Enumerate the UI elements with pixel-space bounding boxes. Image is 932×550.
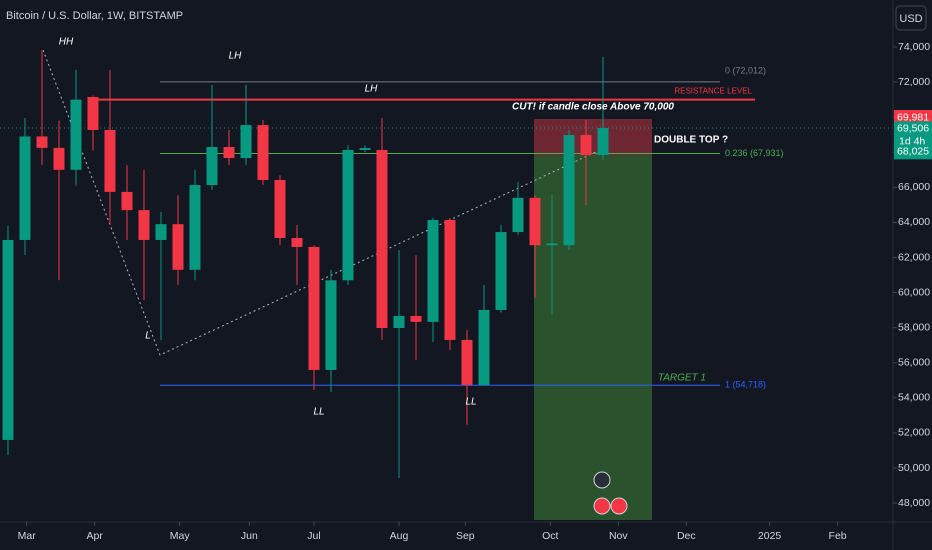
plot <box>2 50 755 478</box>
candle-body <box>546 243 558 246</box>
x-tick-label: May <box>170 530 191 542</box>
price-label-box <box>894 110 932 126</box>
candle-body <box>2 239 14 440</box>
candle-body <box>274 179 286 239</box>
fib-level-label: 0.236 (67,931) <box>725 148 784 158</box>
annotation: LH <box>229 51 243 62</box>
fib-level-label: 1 (54,718) <box>725 380 766 390</box>
candle-body <box>359 148 371 150</box>
x-tick-label: 2025 <box>758 530 782 542</box>
price-label: 69,981 <box>897 111 929 123</box>
annotation: HH <box>59 37 74 48</box>
candle-body <box>325 280 337 370</box>
price-label-box <box>894 144 932 160</box>
candle-body <box>512 197 524 233</box>
candle-body <box>461 339 473 386</box>
y-tick-label: 74,000 <box>898 41 930 53</box>
resistance-label: RESISTANCE LEVEL <box>674 87 752 96</box>
candle-body <box>104 129 116 192</box>
candle-body <box>19 136 31 240</box>
x-tick-label: Aug <box>390 530 409 542</box>
chart-title: Bitcoin / U.S. Dollar, 1W, BITSTAMP <box>6 10 183 22</box>
y-tick-label: 56,000 <box>898 357 930 369</box>
annotation: LH <box>365 84 379 95</box>
candle-body <box>172 224 184 270</box>
price-label: 68,025 <box>897 146 929 158</box>
candle-body <box>444 219 456 340</box>
annotation: LL <box>465 397 476 408</box>
annotation: CUT! if candle close Above 70,000 <box>512 102 674 113</box>
candle-body <box>478 309 490 386</box>
candle-body <box>410 315 422 322</box>
y-tick-label: 62,000 <box>898 251 930 263</box>
x-tick-label: Jul <box>307 530 320 542</box>
candle-body <box>155 224 167 240</box>
candle-body <box>53 147 65 170</box>
x-tick-label: Mar <box>18 530 37 542</box>
y-tick-label: 60,000 <box>898 286 930 298</box>
trend-line <box>42 49 601 356</box>
annotation: LL <box>313 407 324 418</box>
x-tick-label: Jun <box>241 530 258 542</box>
currency[interactable]: USD <box>899 13 922 25</box>
candle-body <box>189 185 201 270</box>
candle-body <box>36 136 48 148</box>
candle-body <box>529 197 541 246</box>
y-tick-label: 58,000 <box>898 321 930 333</box>
candle-body <box>223 146 235 159</box>
x-tick-label: Apr <box>87 530 104 542</box>
y-tick-label: 54,000 <box>898 392 930 404</box>
candle-body <box>393 315 405 329</box>
y-tick-label: 48,000 <box>898 497 930 509</box>
y-tick-label: 66,000 <box>898 181 930 193</box>
target-zone <box>534 155 652 520</box>
candle-body <box>87 97 99 130</box>
price-label: 69,506 <box>897 123 929 135</box>
event-icon[interactable] <box>610 497 628 515</box>
x-tick-label: Nov <box>609 530 628 542</box>
y-tick-label: 52,000 <box>898 427 930 439</box>
y-tick-label: 64,000 <box>898 216 930 228</box>
candle-body <box>376 149 388 329</box>
x-tick-label: Oct <box>542 530 558 542</box>
candle-body <box>597 128 609 156</box>
candle-body <box>240 125 252 159</box>
y-tick-label: 50,000 <box>898 462 930 474</box>
x-tick-label: Dec <box>677 530 696 542</box>
fib-level-label: 0 (72,012) <box>725 65 766 75</box>
candle-body <box>121 191 133 211</box>
candle-body <box>580 135 592 156</box>
annotation: L <box>145 331 151 342</box>
candle-body <box>342 149 354 281</box>
candle-body <box>308 246 320 370</box>
annotation: DOUBLE TOP ? <box>654 135 728 146</box>
candle-body <box>138 210 150 240</box>
stop-zone <box>534 119 652 155</box>
x-tick-label: Feb <box>829 530 847 542</box>
y-tick-label: 72,000 <box>898 76 930 88</box>
annotation: TARGET 1 <box>658 373 706 384</box>
event-icon[interactable] <box>593 497 611 515</box>
candle-body <box>563 135 575 246</box>
candle-body <box>206 146 218 186</box>
event-icon[interactable] <box>593 471 611 489</box>
candle-body <box>70 99 82 170</box>
x-tick-label: Sep <box>456 530 475 542</box>
candle-body <box>291 238 303 247</box>
candle-body <box>257 125 269 180</box>
candle-body <box>427 219 439 322</box>
candle-body <box>495 232 507 310</box>
currency-button[interactable] <box>895 5 927 31</box>
